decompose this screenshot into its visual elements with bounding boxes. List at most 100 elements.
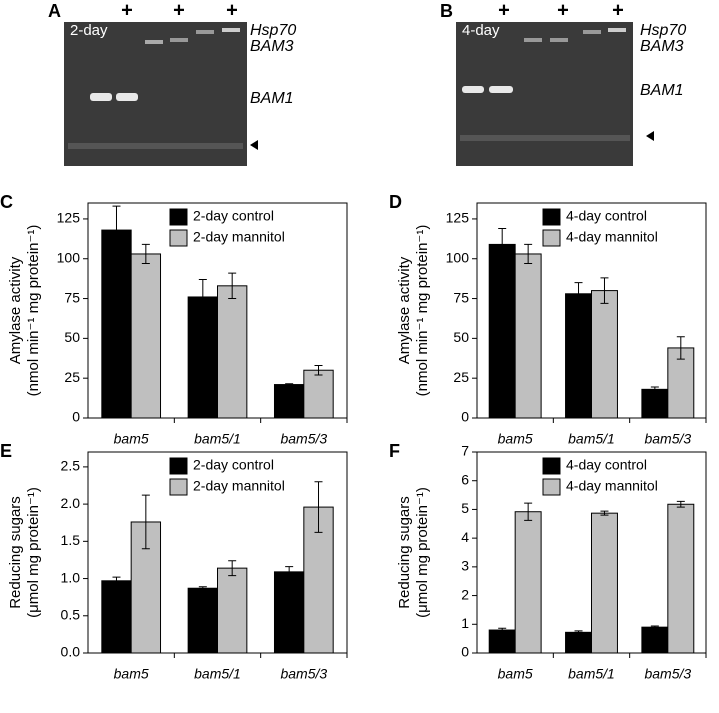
error-bar bbox=[112, 205, 121, 255]
y-tick-label: 125 bbox=[446, 210, 470, 226]
legend-label: 4-day mannitol bbox=[566, 229, 658, 245]
y-tick-label: 5 bbox=[461, 500, 469, 516]
bar bbox=[565, 293, 593, 419]
error-bar bbox=[676, 336, 685, 360]
bar bbox=[488, 629, 516, 654]
bar bbox=[101, 229, 132, 419]
gel-bands bbox=[68, 28, 630, 149]
error-bar bbox=[112, 576, 121, 586]
x-tick-label: bam5/1 bbox=[194, 666, 241, 682]
arrowhead bbox=[646, 131, 654, 141]
plot-frame bbox=[476, 451, 707, 654]
y-tick-label: 6 bbox=[461, 471, 469, 487]
y-axis-label: Reducing sugars bbox=[396, 496, 413, 609]
band-label: BAM3 bbox=[250, 38, 294, 55]
lane-mark: + bbox=[173, 0, 185, 21]
panel-label: E bbox=[0, 441, 12, 461]
y-tick-label: 0 bbox=[461, 644, 469, 660]
bar bbox=[591, 290, 618, 419]
lane-mark: + bbox=[498, 0, 510, 21]
y-tick-label: 25 bbox=[453, 369, 469, 385]
y-axis-label: (μmol mg protein⁻¹) bbox=[25, 487, 42, 618]
error-bar bbox=[574, 282, 583, 306]
y-tick-label: 50 bbox=[453, 329, 469, 345]
bar bbox=[217, 567, 248, 654]
error-bar bbox=[650, 625, 659, 629]
x-tick-label: bam5 bbox=[114, 666, 149, 682]
band-label: BAM3 bbox=[640, 38, 684, 55]
band-label: BAM1 bbox=[640, 82, 684, 99]
legend-swatch bbox=[169, 457, 188, 475]
error-bar bbox=[314, 481, 323, 533]
bar bbox=[273, 384, 305, 419]
bar bbox=[514, 511, 542, 654]
legend-label: 2-day control bbox=[193, 208, 274, 224]
error-bar bbox=[650, 386, 659, 393]
bar bbox=[591, 512, 618, 654]
bar bbox=[641, 388, 669, 419]
x-tick-label: bam5 bbox=[114, 431, 149, 447]
error-bar bbox=[141, 243, 150, 265]
plot-frame bbox=[476, 202, 707, 419]
lane-mark: + bbox=[121, 0, 133, 21]
bar bbox=[641, 626, 669, 654]
band-label: Hsp70 bbox=[640, 22, 686, 39]
legend-label: 4-day mannitol bbox=[566, 478, 658, 494]
y-axis-label: (nmol min⁻¹ mg protein⁻¹) bbox=[25, 225, 42, 397]
y-tick-label: 0 bbox=[461, 409, 469, 425]
lane-mark: + bbox=[557, 0, 569, 21]
gel-day: 4-day bbox=[462, 22, 500, 39]
lane-mark: + bbox=[612, 0, 624, 21]
y-tick-label: 4 bbox=[461, 529, 469, 545]
x-tick-label: bam5/3 bbox=[280, 431, 327, 447]
lane-mark: + bbox=[226, 0, 238, 21]
error-bar bbox=[524, 243, 533, 265]
x-tick-label: bam5 bbox=[498, 431, 533, 447]
legend-swatch bbox=[169, 208, 188, 226]
y-axis-label: Reducing sugars bbox=[7, 496, 24, 609]
gel-b bbox=[456, 22, 633, 166]
y-tick-label: 2.0 bbox=[61, 495, 81, 511]
error-bar bbox=[498, 627, 507, 633]
legend-swatch bbox=[169, 478, 188, 496]
error-bar bbox=[600, 510, 609, 516]
error-bar bbox=[141, 494, 150, 550]
y-axis-label: (nmol min⁻¹ mg protein⁻¹) bbox=[414, 225, 431, 397]
y-tick-label: 125 bbox=[57, 210, 81, 226]
legend-swatch bbox=[542, 457, 561, 475]
legend-label: 2-day mannitol bbox=[193, 229, 285, 245]
legend-label: 2-day mannitol bbox=[193, 478, 285, 494]
gel-day: 2-day bbox=[70, 22, 108, 39]
bar bbox=[303, 369, 334, 419]
error-bar bbox=[676, 500, 685, 508]
x-tick-label: bam5/3 bbox=[280, 666, 327, 682]
legend-label: 4-day control bbox=[566, 208, 647, 224]
panel-label: A bbox=[48, 1, 61, 21]
bar bbox=[565, 631, 593, 654]
x-tick-label: bam5/1 bbox=[568, 431, 615, 447]
bar bbox=[514, 253, 542, 419]
error-bar bbox=[228, 560, 237, 577]
legend-swatch bbox=[169, 229, 188, 247]
y-tick-label: 7 bbox=[461, 443, 469, 459]
x-tick-label: bam5/3 bbox=[644, 431, 691, 447]
legend-label: 2-day control bbox=[193, 457, 274, 473]
y-tick-label: 2.5 bbox=[61, 458, 81, 474]
y-axis-label: Amylase activity bbox=[396, 256, 413, 364]
y-tick-label: 100 bbox=[57, 249, 81, 265]
legend-swatch bbox=[542, 208, 561, 226]
y-tick-label: 0.0 bbox=[61, 644, 81, 660]
legend-swatch bbox=[542, 229, 561, 247]
arrowhead bbox=[250, 140, 258, 150]
bar bbox=[101, 580, 132, 654]
y-axis-label: (μmol mg protein⁻¹) bbox=[414, 487, 431, 618]
x-tick-label: bam5/1 bbox=[568, 666, 615, 682]
y-tick-label: 3 bbox=[461, 558, 469, 574]
error-bar bbox=[228, 272, 237, 300]
bar bbox=[667, 503, 695, 654]
bar bbox=[130, 253, 162, 419]
error-bar bbox=[314, 364, 323, 376]
x-tick-label: bam5/1 bbox=[194, 431, 241, 447]
bar bbox=[488, 243, 516, 419]
y-tick-label: 1.0 bbox=[61, 569, 81, 585]
